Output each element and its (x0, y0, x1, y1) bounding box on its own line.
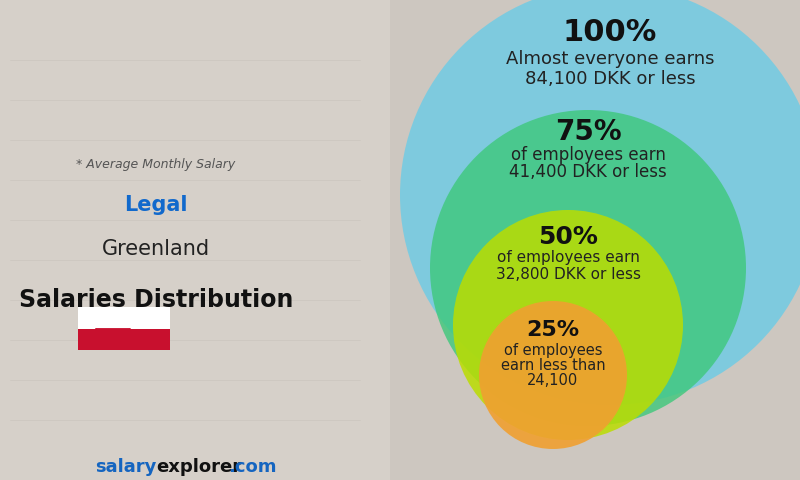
Text: of employees: of employees (504, 343, 602, 358)
Circle shape (453, 210, 683, 440)
Polygon shape (96, 312, 130, 329)
Text: 41,400 DKK or less: 41,400 DKK or less (509, 163, 667, 181)
Text: 75%: 75% (554, 118, 622, 146)
Text: * Average Monthly Salary: * Average Monthly Salary (76, 158, 236, 171)
Circle shape (479, 301, 627, 449)
Bar (78, 329, 170, 350)
Text: 25%: 25% (526, 320, 579, 340)
Text: 100%: 100% (563, 18, 657, 47)
Text: Salaries Distribution: Salaries Distribution (19, 288, 293, 312)
Text: Almost everyone earns: Almost everyone earns (506, 50, 714, 68)
Text: earn less than: earn less than (501, 358, 606, 373)
Circle shape (430, 110, 746, 426)
Text: of employees earn: of employees earn (510, 146, 666, 164)
Text: 50%: 50% (538, 225, 598, 249)
Polygon shape (96, 329, 130, 346)
Text: 32,800 DKK or less: 32,800 DKK or less (495, 267, 641, 282)
Text: of employees earn: of employees earn (497, 250, 639, 265)
Circle shape (400, 0, 800, 405)
Bar (78, 307, 170, 329)
Text: Legal: Legal (124, 195, 188, 216)
Text: Greenland: Greenland (102, 239, 210, 259)
Text: 84,100 DKK or less: 84,100 DKK or less (525, 70, 695, 88)
Text: 24,100: 24,100 (527, 373, 578, 388)
Text: salary: salary (94, 458, 156, 476)
Text: .com: .com (228, 458, 277, 476)
Bar (0, 0, 390, 480)
Text: explorer: explorer (156, 458, 241, 476)
